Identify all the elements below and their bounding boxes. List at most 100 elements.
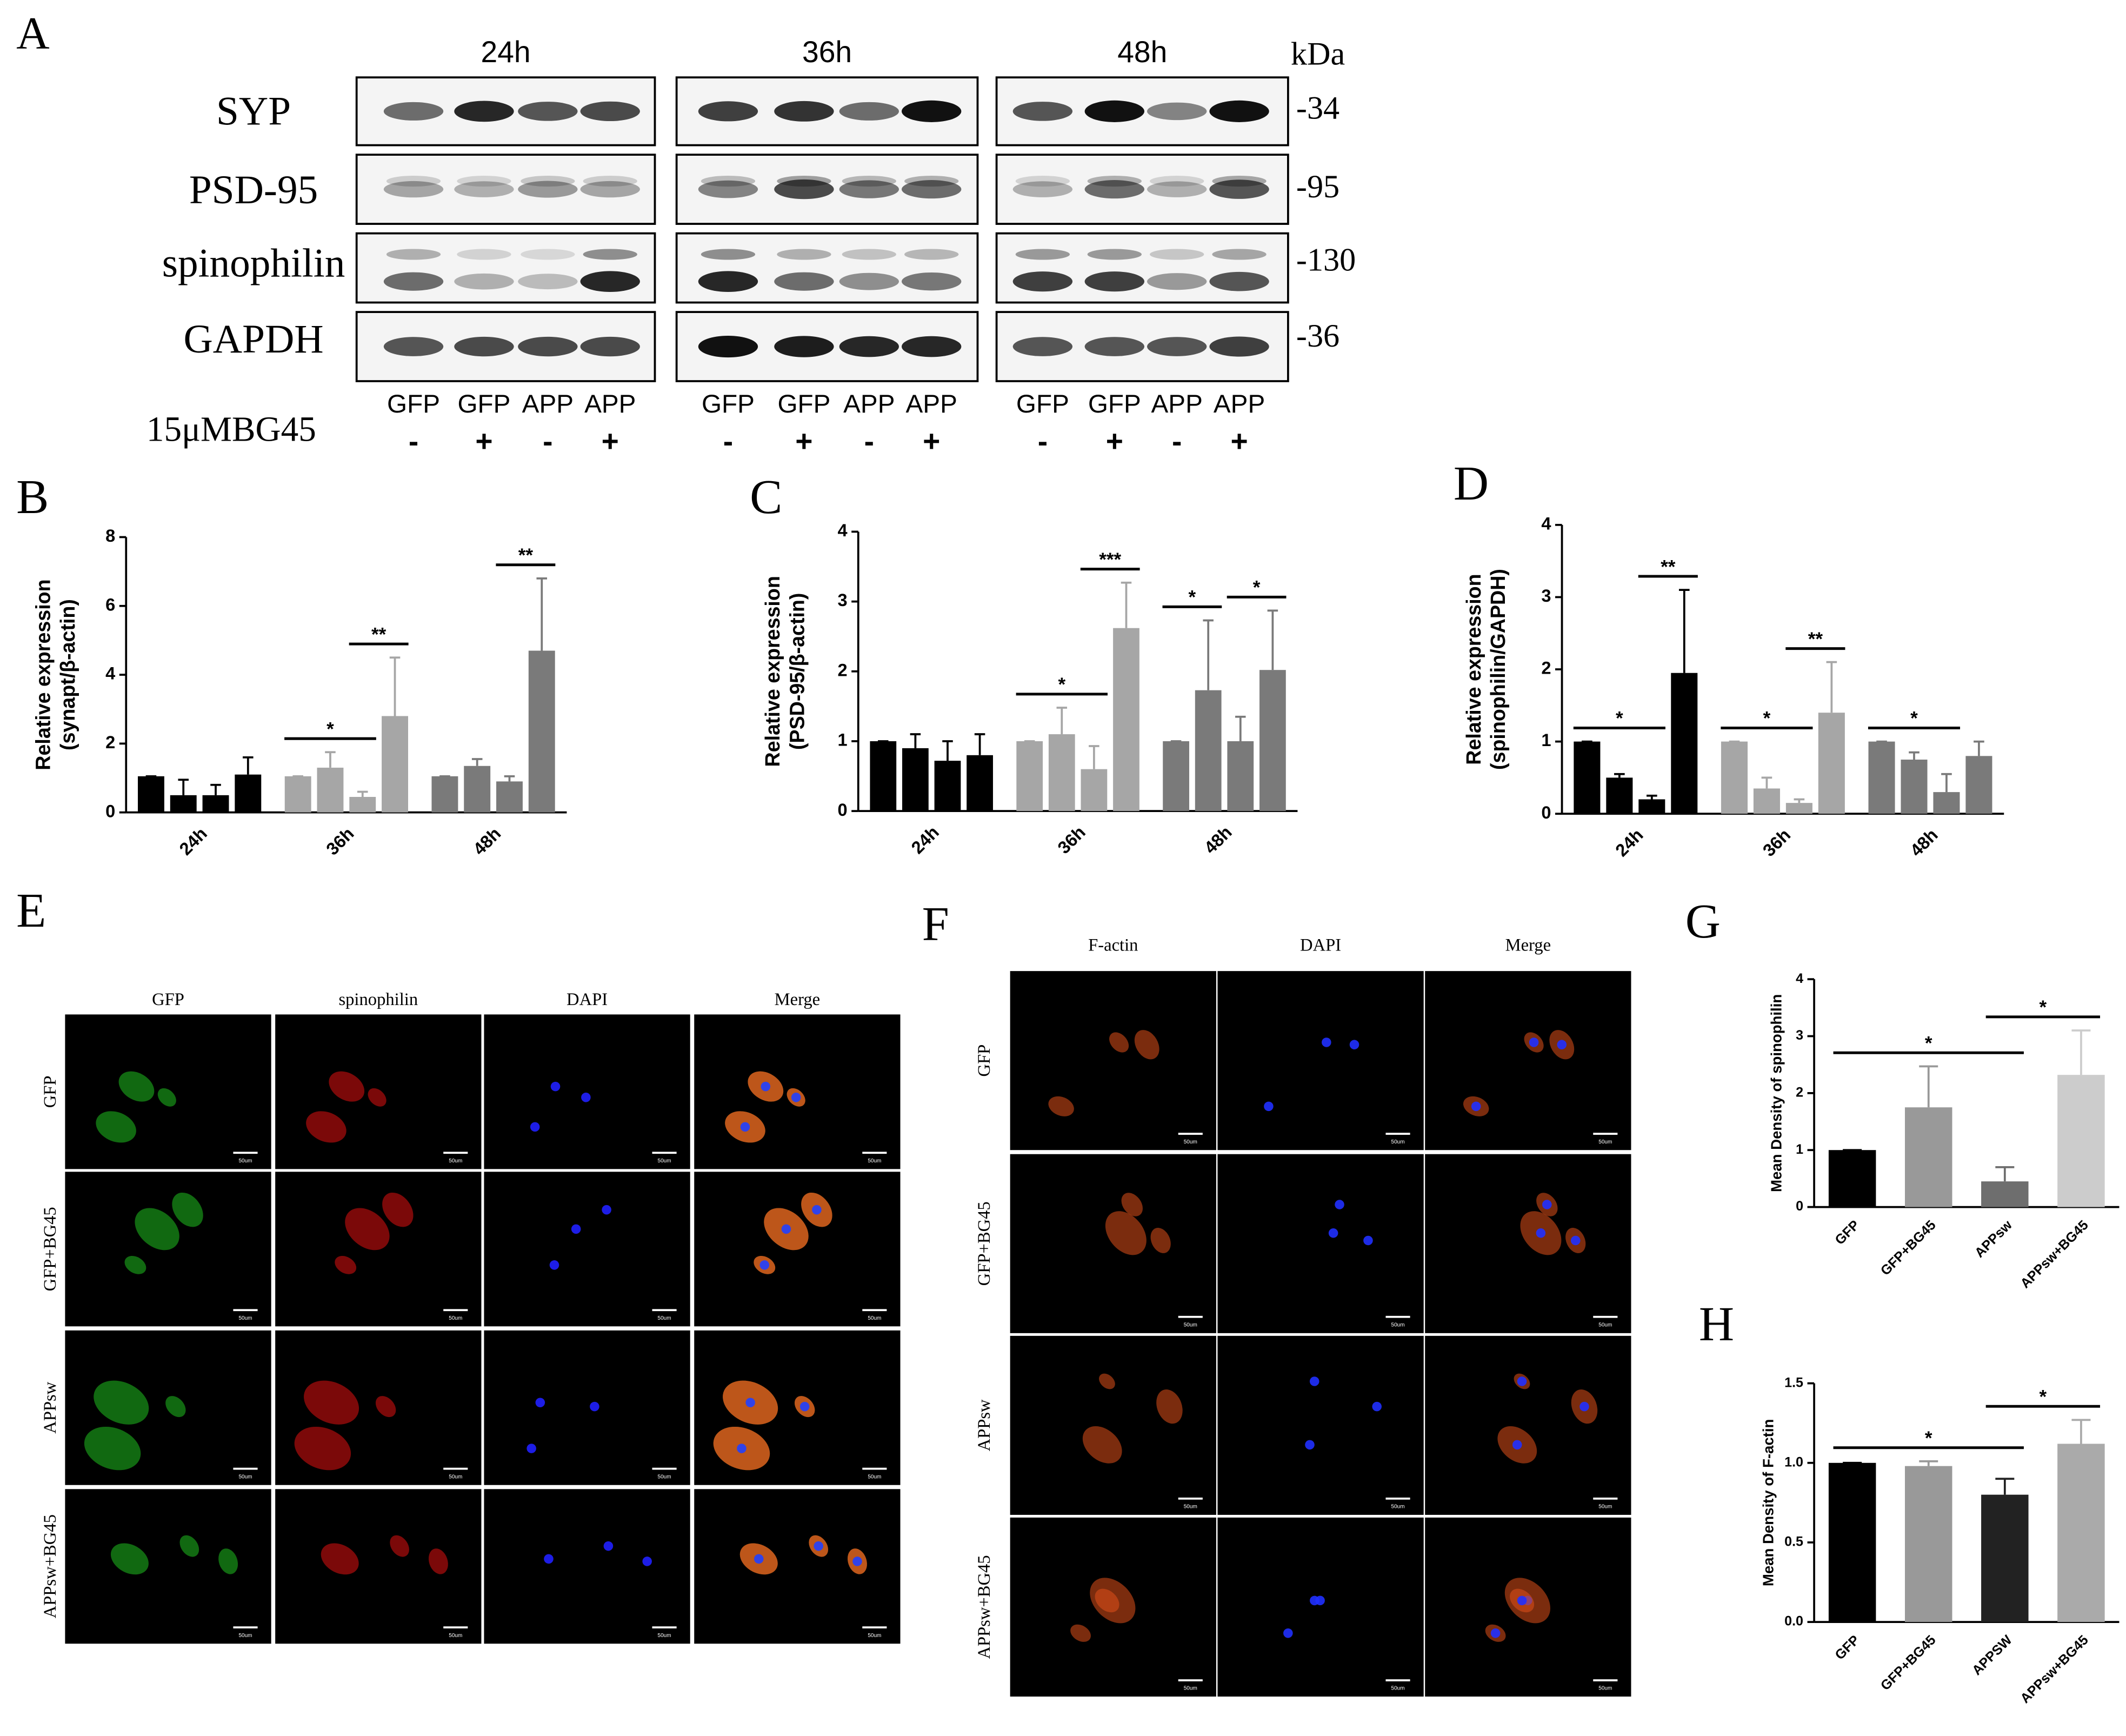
- x-tick-label: APPsw: [1972, 1217, 2015, 1260]
- y-tick-label: 1: [838, 730, 848, 750]
- blot-band: [457, 249, 511, 260]
- blot-band: [1147, 181, 1207, 197]
- cell: [590, 1401, 599, 1412]
- blot-band: [1015, 249, 1070, 260]
- cell: [1517, 1376, 1527, 1386]
- scale-bar-label: 50um: [658, 1474, 671, 1480]
- bar: [138, 776, 164, 813]
- x-tick-label: 48h: [1200, 822, 1236, 857]
- cell: [368, 1088, 386, 1107]
- cell: [329, 1071, 365, 1102]
- bar: [1753, 788, 1780, 814]
- cell: [1512, 1440, 1522, 1450]
- lane-label: APP: [906, 390, 957, 418]
- bar: [1081, 769, 1108, 812]
- y-tick-label: 6: [105, 594, 115, 614]
- y-tick-label: 0.5: [1784, 1534, 1803, 1549]
- blot-band: [580, 101, 640, 122]
- significance-label: *: [1189, 587, 1196, 608]
- treatment-label: 15μMBG45: [146, 410, 316, 449]
- protein-name: spinophilin: [162, 241, 345, 286]
- cell: [165, 1396, 186, 1418]
- cell: [1372, 1401, 1382, 1412]
- cell: [1109, 1032, 1129, 1053]
- cell: [1105, 1211, 1147, 1255]
- error-bar: [471, 758, 483, 766]
- scale-bar-label: 50um: [238, 1633, 252, 1639]
- blot-band: [839, 180, 899, 198]
- column-title: Merge: [775, 990, 820, 1009]
- significance-label: *: [1253, 577, 1261, 598]
- blot-band: [701, 249, 756, 260]
- blot-band: [386, 176, 441, 187]
- blot-band: [454, 273, 514, 290]
- y-tick-label: 0: [1796, 1199, 1803, 1214]
- blot-band: [777, 176, 831, 187]
- cell: [1328, 1228, 1338, 1238]
- x-tick-label: 48h: [1906, 824, 1942, 860]
- bar: [202, 795, 229, 813]
- lane-label: APP: [522, 390, 574, 418]
- treatment-sign: -: [723, 424, 733, 458]
- lane-label: GFP: [457, 390, 510, 418]
- y-tick-label: 0: [1541, 802, 1551, 822]
- treatment-sign: -: [1172, 424, 1182, 458]
- cell: [1283, 1628, 1293, 1638]
- micrograph: [1010, 971, 1216, 1150]
- micrograph: [1217, 971, 1424, 1150]
- bar: [1828, 1150, 1876, 1207]
- blot-band: [383, 337, 444, 356]
- cell: [740, 1122, 750, 1132]
- error-bar: [1056, 707, 1068, 735]
- bar: [1671, 673, 1698, 814]
- column-title: F-actin: [1088, 935, 1138, 955]
- cell: [1309, 1376, 1319, 1386]
- blot-band: [1015, 176, 1070, 187]
- cell: [1349, 1040, 1359, 1049]
- x-tick-label: GFP: [1832, 1632, 1862, 1662]
- error-bar: [974, 733, 985, 755]
- scale-bar-label: 50um: [1598, 1686, 1612, 1692]
- y-axis-label: Mean Density of spinophilin: [1768, 994, 1785, 1192]
- x-tick-label: 24h: [1611, 824, 1647, 860]
- y-axis-label: Mean Density of F-actin: [1760, 1419, 1777, 1587]
- blot-band: [1012, 102, 1073, 121]
- blot-band: [518, 102, 578, 121]
- x-tick-label: GFP+BG45: [1878, 1632, 1939, 1693]
- kda-label: -130: [1296, 242, 1356, 278]
- cell: [375, 1396, 396, 1418]
- blot-band: [1084, 100, 1144, 122]
- blot-band: [777, 249, 831, 260]
- blot-band: [1084, 337, 1144, 356]
- row-title: GFP: [41, 1075, 60, 1108]
- significance-label: *: [1925, 1428, 1932, 1449]
- blot-band: [1084, 271, 1144, 292]
- blot-band: [454, 181, 514, 197]
- x-tick-label: APPsw+BG45: [2017, 1218, 2091, 1292]
- error-bar: [357, 790, 368, 797]
- blot-band: [1084, 180, 1144, 199]
- cell: [799, 1401, 810, 1412]
- bar: [496, 781, 523, 813]
- y-tick-label: 2: [838, 660, 848, 680]
- bar: [1904, 1466, 1952, 1622]
- bar: [1227, 741, 1254, 812]
- error-bar: [504, 775, 515, 782]
- error-bar: [1121, 581, 1132, 628]
- error-bar: [1974, 740, 1984, 756]
- error-bar: [1826, 661, 1837, 713]
- bar: [528, 650, 555, 813]
- blot-band: [457, 176, 511, 187]
- y-tick-label: 1.0: [1784, 1454, 1803, 1469]
- cell: [549, 1260, 559, 1270]
- scale-bar-label: 50um: [658, 1633, 671, 1639]
- bar: [1163, 741, 1189, 812]
- error-bar: [210, 783, 221, 795]
- y-tick-label: 1.5: [1784, 1375, 1803, 1390]
- error-bar: [1909, 751, 1920, 760]
- blot-band: [902, 272, 962, 291]
- micrograph: [1217, 1335, 1424, 1515]
- blot-band: [774, 101, 834, 122]
- scale-bar-label: 50um: [868, 1315, 881, 1321]
